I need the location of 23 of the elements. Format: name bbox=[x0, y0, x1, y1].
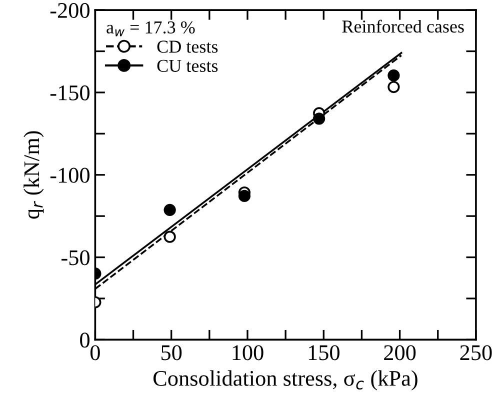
y-axis-title: q$_{r}$ (kN/m) bbox=[24, 131, 44, 219]
legend-title: a$_{w}$ = 17.3 % bbox=[106, 21, 195, 36]
x-tick-label: 150 bbox=[308, 345, 340, 360]
y-tick-label: -50 bbox=[62, 250, 90, 266]
x-tick-label: 0 bbox=[90, 345, 100, 360]
x-tick-label: 100 bbox=[232, 345, 264, 360]
y-tick-label: -100 bbox=[50, 168, 90, 183]
y-tick-label: -200 bbox=[50, 2, 90, 18]
point bbox=[388, 69, 400, 82]
legend-label: CD tests bbox=[157, 40, 218, 53]
point bbox=[313, 112, 326, 125]
point bbox=[238, 190, 251, 202]
point bbox=[164, 204, 176, 216]
x-tick-label: 50 bbox=[162, 345, 182, 360]
annotation: Reinforced cases bbox=[342, 20, 464, 33]
x-axis-title: Consolidation stress, σ$_{c}$ (kPa) bbox=[153, 370, 418, 390]
legend-label: CU tests bbox=[157, 60, 218, 72]
y-tick-label: 0 bbox=[80, 332, 90, 348]
point bbox=[164, 230, 176, 243]
x-tick-label: 250 bbox=[460, 345, 492, 360]
y-tick-label: -150 bbox=[50, 85, 90, 100]
x-tick-label: 200 bbox=[384, 345, 416, 360]
point bbox=[388, 80, 400, 94]
